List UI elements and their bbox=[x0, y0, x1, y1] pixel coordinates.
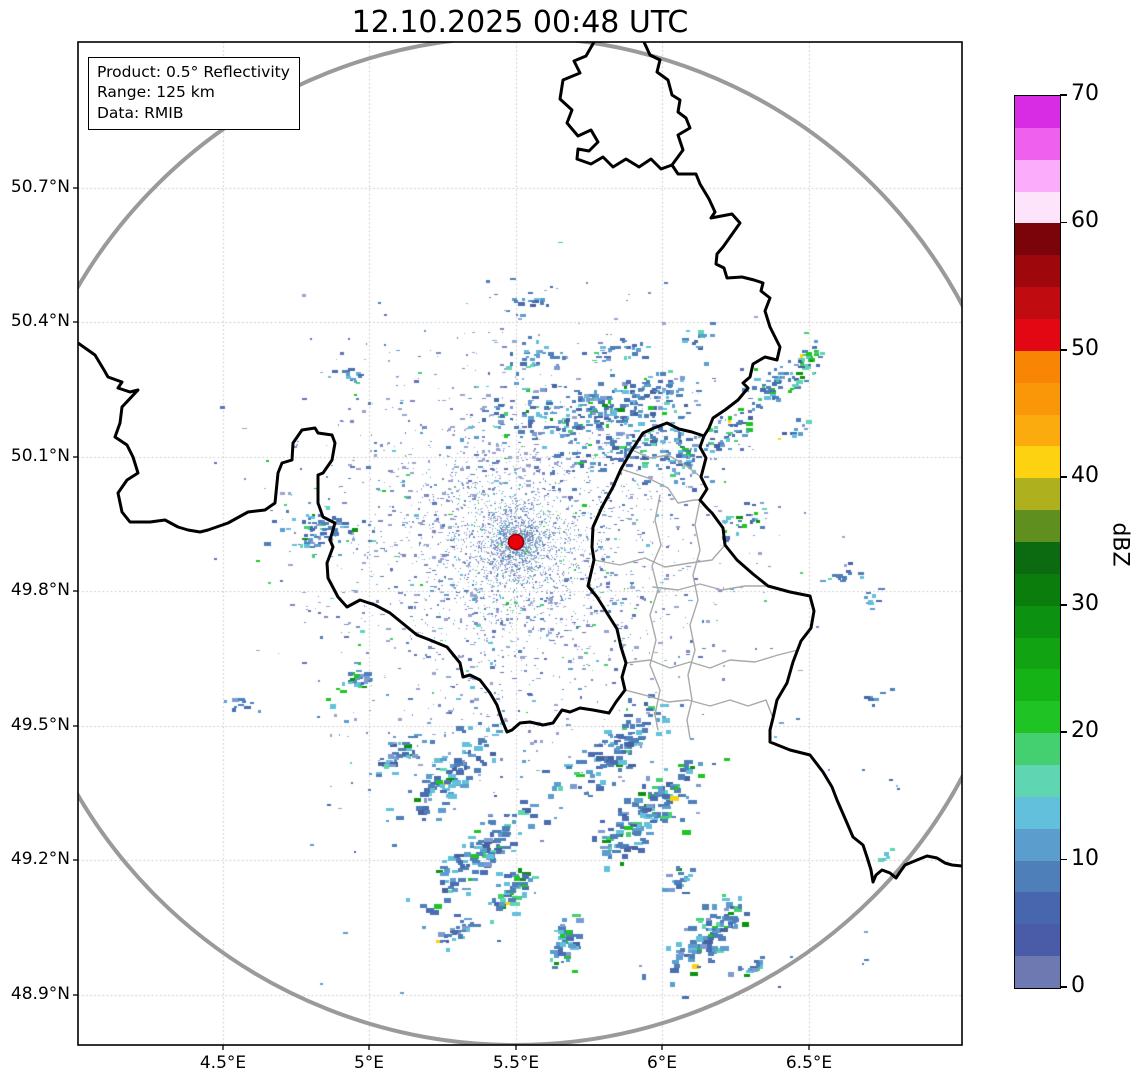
lat-tick-label-5: 49.2°N bbox=[10, 849, 70, 869]
colorbar-tick-label-40: 40 bbox=[1071, 463, 1099, 489]
colorbar-tick-label-50: 50 bbox=[1071, 335, 1099, 361]
colorbar-segment-21 bbox=[1015, 286, 1060, 319]
colorbar-segment-1 bbox=[1015, 923, 1060, 957]
colorbar-tick-70 bbox=[1060, 94, 1067, 96]
colorbar-tick-label-0: 0 bbox=[1071, 973, 1085, 998]
info-product: Product: 0.5° Reflectivity bbox=[97, 63, 290, 81]
radar-site-marker bbox=[507, 533, 525, 551]
colorbar-label: dBZ bbox=[1107, 522, 1133, 567]
colorbar-segment-12 bbox=[1015, 573, 1060, 606]
lat-tick-label-4: 49.5°N bbox=[10, 715, 70, 735]
colorbar-tick-label-60: 60 bbox=[1071, 208, 1099, 234]
lon-tick-label-0: 4.5°E bbox=[199, 1053, 247, 1073]
colorbar-tick-10 bbox=[1060, 858, 1067, 861]
colorbar-segment-3 bbox=[1015, 860, 1060, 893]
colorbar-segment-25 bbox=[1015, 159, 1060, 192]
colorbar-segment-19 bbox=[1015, 350, 1060, 383]
colorbar-segment-10 bbox=[1015, 637, 1060, 670]
info-box: Product: 0.5° Reflectivity Range: 125 km… bbox=[88, 57, 300, 131]
colorbar-segment-17 bbox=[1015, 414, 1060, 447]
colorbar-segment-2 bbox=[1015, 891, 1060, 925]
lat-tick-label-0: 50.7°N bbox=[10, 177, 70, 197]
map-overlay bbox=[73, 41, 963, 1050]
colorbar-segment-22 bbox=[1015, 254, 1060, 288]
lon-tick-label-3: 6°E bbox=[646, 1053, 678, 1073]
colorbar-segment-14 bbox=[1015, 509, 1060, 542]
colorbar-tick-label-10: 10 bbox=[1071, 845, 1099, 871]
colorbar-segment-18 bbox=[1015, 382, 1060, 415]
colorbar-segment-6 bbox=[1015, 764, 1060, 797]
colorbar-tick-60 bbox=[1060, 221, 1067, 224]
colorbar-segment-11 bbox=[1015, 605, 1060, 638]
colorbar-segment-5 bbox=[1015, 796, 1060, 829]
colorbar-tick-30 bbox=[1060, 603, 1067, 606]
colorbar-tick-40 bbox=[1060, 476, 1067, 479]
colorbar-segment-16 bbox=[1015, 445, 1060, 479]
lat-tick-label-3: 49.8°N bbox=[10, 580, 70, 600]
plot-frame bbox=[77, 41, 963, 1046]
colorbar-segment-24 bbox=[1015, 191, 1060, 224]
info-source: Data: RMIB bbox=[97, 103, 184, 122]
lon-tick-label-1: 5°E bbox=[353, 1053, 385, 1073]
colorbar-segment-0 bbox=[1015, 955, 1060, 988]
colorbar-segment-7 bbox=[1015, 732, 1060, 765]
regional-borders bbox=[593, 449, 799, 739]
colorbar-segment-15 bbox=[1015, 477, 1060, 511]
colorbar-gradient bbox=[1014, 95, 1061, 989]
lat-tick-label-6: 48.9°N bbox=[10, 984, 70, 1004]
axis-tick-marks bbox=[73, 187, 810, 1050]
colorbar-segment-20 bbox=[1015, 318, 1060, 351]
colorbar-segment-8 bbox=[1015, 700, 1060, 734]
colorbar-segment-27 bbox=[1015, 95, 1060, 128]
colorbar-tick-0 bbox=[1060, 986, 1067, 988]
colorbar-tick-label-20: 20 bbox=[1071, 718, 1099, 744]
national-borders bbox=[78, 42, 962, 884]
lat-tick-label-1: 50.4°N bbox=[10, 311, 70, 331]
colorbar-segment-9 bbox=[1015, 668, 1060, 702]
colorbar-tick-20 bbox=[1060, 731, 1067, 733]
info-range: Range: 125 km bbox=[97, 83, 215, 102]
colorbar-segment-4 bbox=[1015, 828, 1060, 861]
lon-tick-label-4: 6.5°E bbox=[785, 1053, 833, 1073]
colorbar-tick-label-70: 70 bbox=[1071, 81, 1099, 106]
lon-tick-label-2: 5.5°E bbox=[492, 1053, 540, 1073]
colorbar-segment-26 bbox=[1015, 127, 1060, 160]
lat-tick-label-2: 50.1°N bbox=[10, 446, 70, 466]
colorbar-tick-label-30: 30 bbox=[1071, 590, 1099, 616]
colorbar-segment-13 bbox=[1015, 541, 1060, 574]
map-plot: Product: 0.5° Reflectivity Range: 125 km… bbox=[73, 41, 963, 1050]
colorbar-tick-50 bbox=[1060, 349, 1067, 351]
figure-title: 12.10.2025 00:48 UTC bbox=[351, 5, 689, 40]
colorbar-segment-23 bbox=[1015, 222, 1060, 256]
